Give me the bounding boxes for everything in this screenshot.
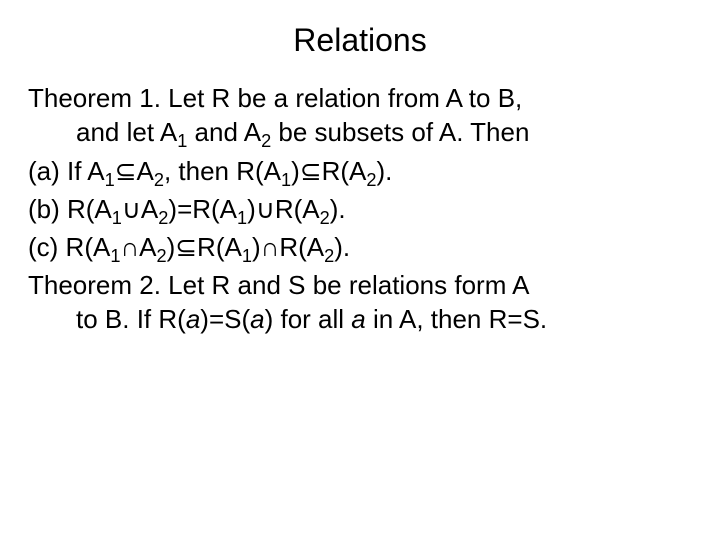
text: ⊆A xyxy=(115,156,154,186)
text: to B. If R( xyxy=(76,304,186,334)
text: and let A xyxy=(76,117,177,147)
slide-body: Theorem 1. Let R be a relation from A to… xyxy=(28,81,692,337)
subscript: 2 xyxy=(158,208,168,228)
theorem-2-line-1: Theorem 2. Let R and S be relations form… xyxy=(28,268,692,302)
text: Theorem 2. Let R and S be relations form… xyxy=(28,270,529,300)
text: )=S( xyxy=(200,304,250,334)
theorem-1-line-2: and let A1 and A2 be subsets of A. Then xyxy=(28,115,692,153)
text: )∩R(A xyxy=(252,232,324,262)
subscript: 1 xyxy=(110,246,120,266)
item-a: (a) If A1⊆A2, then R(A1)⊆R(A2). xyxy=(28,154,692,192)
italic-a: a xyxy=(186,304,200,334)
slide-title: Relations xyxy=(28,22,692,59)
italic-a: a xyxy=(351,304,365,334)
subscript: 1 xyxy=(281,170,291,190)
text: ∪A xyxy=(122,194,158,224)
text: )=R(A xyxy=(168,194,237,224)
text: in A, then R=S. xyxy=(366,304,547,334)
subscript: 1 xyxy=(242,246,252,266)
item-c: (c) R(A1∩A2)⊆R(A1)∩R(A2). xyxy=(28,230,692,268)
text: (a) If A xyxy=(28,156,105,186)
text: Theorem 1. Let R be a relation from A to… xyxy=(28,83,522,113)
text: ∩A xyxy=(120,232,156,262)
subscript: 1 xyxy=(112,208,122,228)
text: ). xyxy=(334,232,350,262)
text: (b) R(A xyxy=(28,194,112,224)
item-b: (b) R(A1∪A2)=R(A1)∪R(A2). xyxy=(28,192,692,230)
text: )∪R(A xyxy=(247,194,319,224)
subscript: 2 xyxy=(366,170,376,190)
subscript: 2 xyxy=(156,246,166,266)
subscript: 2 xyxy=(261,132,271,152)
subscript: 2 xyxy=(320,208,330,228)
subscript: 1 xyxy=(177,132,187,152)
subscript: 2 xyxy=(324,246,334,266)
subscript: 1 xyxy=(237,208,247,228)
subscript: 1 xyxy=(105,170,115,190)
text: be subsets of A. Then xyxy=(271,117,529,147)
text: ) for all xyxy=(265,304,352,334)
theorem-2-line-2: to B. If R(a)=S(a) for all a in A, then … xyxy=(28,302,692,336)
text: )⊆R(A xyxy=(167,232,242,262)
text: )⊆R(A xyxy=(291,156,366,186)
text: ). xyxy=(377,156,393,186)
theorem-1-line-1: Theorem 1. Let R be a relation from A to… xyxy=(28,81,692,115)
slide: Relations Theorem 1. Let R be a relation… xyxy=(0,0,720,540)
text: and A xyxy=(187,117,261,147)
subscript: 2 xyxy=(154,170,164,190)
text: (c) R(A xyxy=(28,232,110,262)
text: , then R(A xyxy=(164,156,281,186)
italic-a: a xyxy=(250,304,264,334)
text: ). xyxy=(330,194,346,224)
